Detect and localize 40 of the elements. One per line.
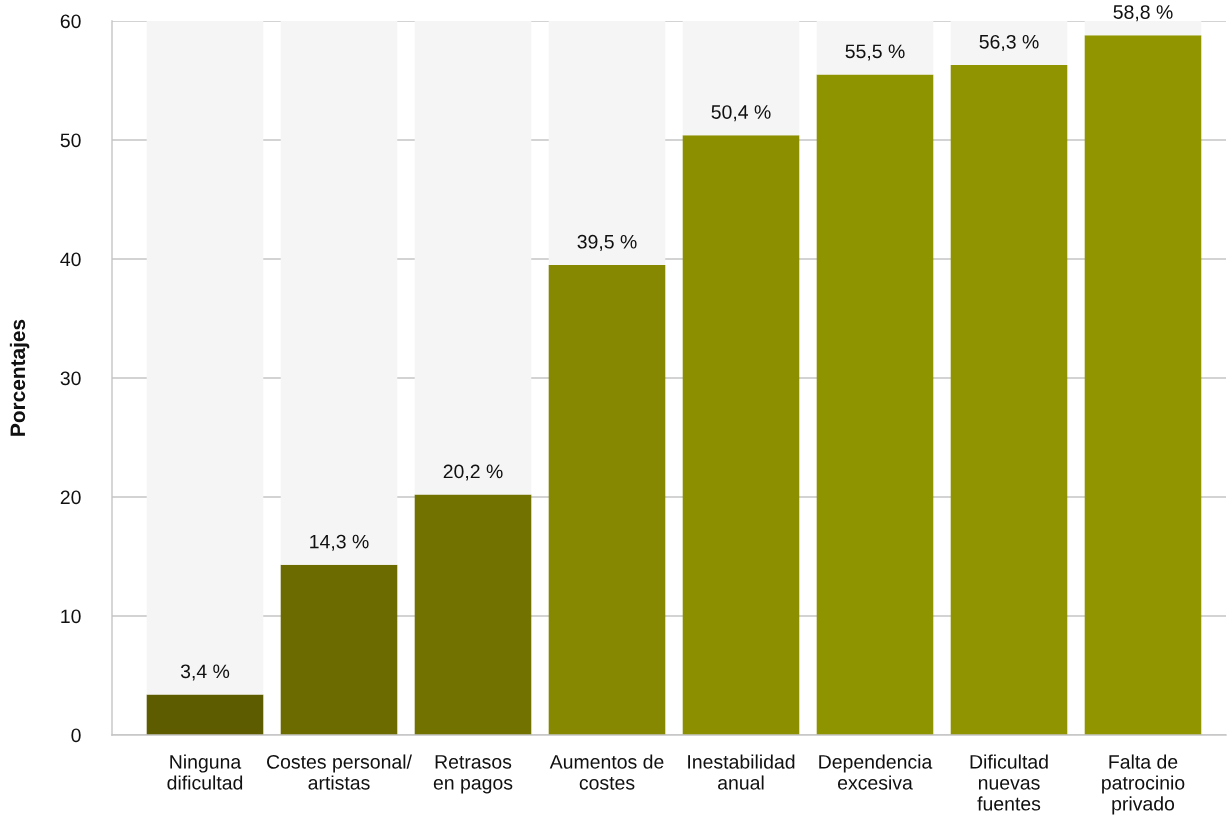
data-label: 14,3 % (310, 534, 369, 551)
bar (682, 135, 800, 735)
data-label: 55,5 % (845, 44, 905, 61)
data-label: 20,2 % (443, 464, 503, 481)
x-tick-label: Retrasos en pagos (433, 755, 513, 794)
bar (146, 21, 264, 695)
bar (280, 564, 398, 735)
y-tick-label: 40 (60, 252, 81, 267)
bar (816, 21, 934, 75)
bar (280, 21, 398, 565)
y-tick-label: 50 (60, 133, 81, 148)
y-axis-title: Porcentajes (9, 319, 30, 436)
data-label: 3,4 % (180, 664, 230, 681)
y-tick-label: 20 (60, 490, 81, 505)
bar (548, 21, 666, 265)
y-tick-label: 0 (71, 728, 81, 743)
data-label: 56,3 % (979, 34, 1039, 51)
bar (1084, 21, 1202, 36)
data-label: 58,8 % (1113, 5, 1173, 22)
bar (414, 494, 532, 735)
bar (146, 694, 264, 735)
y-tick-label: 30 (60, 371, 81, 386)
x-tick-label: Ninguna dificultad (167, 754, 243, 790)
data-label: 50,4 % (711, 105, 771, 122)
bar (950, 65, 1068, 735)
bar (1084, 35, 1202, 735)
x-tick-label: Dependencia excesiva (819, 754, 933, 790)
y-tick-label: 60 (60, 14, 81, 29)
x-tick-label: Aumentos de costes (549, 754, 664, 790)
data-label: 39,5 % (577, 234, 637, 251)
x-tick-label: Costes personal/ artistas (267, 754, 412, 790)
bar (414, 21, 532, 495)
bar (950, 21, 1068, 66)
x-tick-label: Dificultad nuevas fuentes (970, 754, 1048, 811)
bar (816, 74, 934, 735)
y-tick-label: 10 (61, 609, 81, 624)
bar (682, 21, 800, 136)
x-tick-label: Inestabilidad anual (688, 754, 795, 790)
bar (548, 264, 666, 735)
x-tick-label: Falta de patrocinio privado (1102, 754, 1185, 815)
